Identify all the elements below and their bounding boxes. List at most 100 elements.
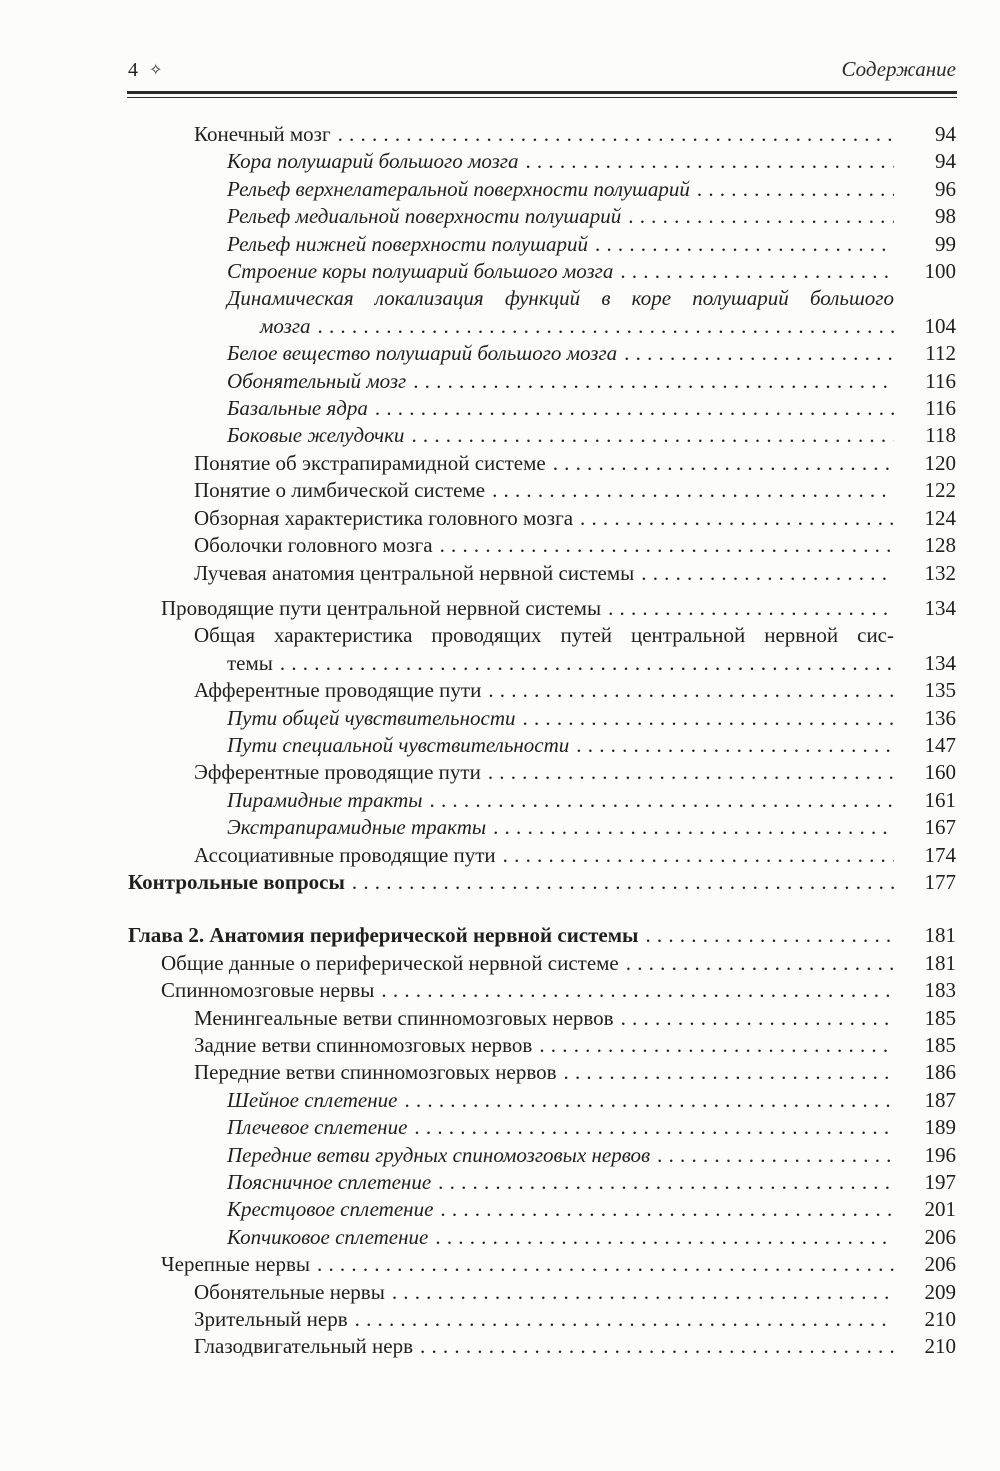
dot-leader [411, 422, 894, 449]
dot-leader [392, 1279, 894, 1306]
toc-entry-page: 196 [924, 1142, 957, 1167]
toc-entry: Рельеф медиальной поверхности полушарий 9… [128, 203, 956, 230]
dot-leader [404, 1087, 894, 1114]
toc-entry-page: 135 [924, 678, 957, 703]
toc-entry-page: 177 [924, 869, 957, 894]
running-head-left: 4 ✧ [128, 57, 162, 84]
toc-entry: Поясничное сплетение 197 [128, 1169, 956, 1196]
toc-entry-page: 167 [924, 815, 957, 840]
dot-leader [438, 1169, 894, 1196]
toc-entry: Копчиковое сплетение 206 [128, 1224, 956, 1251]
toc-entry: Менингеальные ветви спинномозговых нерво… [128, 1005, 956, 1032]
toc-entry: Обонятельный мозг 116 [128, 368, 956, 395]
dot-leader [621, 1005, 894, 1032]
toc-entry-title: Проводящие пути центральной нервной сист… [161, 595, 602, 620]
toc-entry-title: Понятие об экстрапирамидной системе [194, 450, 546, 475]
dot-leader [697, 176, 894, 203]
dot-leader [620, 258, 894, 285]
dot-leader [580, 505, 894, 532]
dot-leader [430, 787, 894, 814]
toc-entry-page: 104 [924, 313, 957, 338]
toc-entry-page: 209 [924, 1279, 957, 1304]
toc-entry: Рельеф нижней поверхности полушарий 99 [128, 231, 956, 258]
toc-entry-page: 100 [924, 259, 957, 284]
toc-entry-title: темы [227, 650, 273, 675]
toc-entry-title: Базальные ядра [227, 396, 368, 421]
dot-leader [317, 1251, 894, 1278]
toc-entry-page: 134 [924, 650, 957, 675]
toc-entry-title: Плечевое сплетение [227, 1115, 408, 1140]
toc-entry-line1: Общая характеристика проводящих путей це… [194, 623, 894, 648]
dot-leader [595, 231, 894, 258]
toc-entry-page: 197 [924, 1170, 957, 1195]
dot-leader [624, 340, 894, 367]
toc-entry-title: мозга [260, 313, 311, 338]
dot-leader [626, 950, 894, 977]
toc-entry-title: Понятие о лимбической системе [194, 478, 486, 503]
toc-entry: Черепные нервы 206 [128, 1251, 956, 1278]
dot-leader [503, 842, 894, 869]
toc-entry-page: 186 [924, 1060, 957, 1085]
toc-entry-page: 189 [924, 1115, 957, 1140]
toc-entry-page: 174 [924, 842, 957, 867]
dot-leader [493, 814, 894, 841]
toc-entry: Понятие о лимбической системе 122 [128, 477, 956, 504]
dot-leader [338, 121, 894, 148]
toc-entry-page: 118 [925, 423, 956, 448]
toc-entry-title: Передние ветви грудных спиномозговых нер… [227, 1142, 651, 1167]
dot-leader [420, 1333, 894, 1360]
toc-entry-title: Спинномозговые нервы [161, 978, 375, 1003]
toc-entry-page: 122 [924, 478, 957, 503]
toc-entry: Обзорная характеристика головного мозга 1… [128, 505, 956, 532]
toc-entry-page: 185 [924, 1033, 957, 1057]
toc-entry-title: Пути общей чувствительности [227, 705, 516, 730]
toc-entry-title: Эфферентные проводящие пути [194, 760, 481, 785]
toc-entry-title: Задние ветви спинномозговых нервов [194, 1033, 533, 1057]
dot-leader [355, 1306, 894, 1333]
toc-entry: Шейное сплетение 187 [128, 1087, 956, 1114]
toc-entry: Передние ветви грудных спиномозговых нер… [128, 1142, 956, 1169]
toc-entry-page: 201 [924, 1197, 957, 1222]
toc-entry: Контрольные вопросы 177 [128, 869, 956, 896]
toc-entry-title: Менингеальные ветви спинномозговых нерво… [194, 1005, 614, 1030]
toc-entry-title: Экстрапирамидные тракты [227, 815, 487, 840]
toc-entry-page: 187 [924, 1087, 957, 1112]
dot-leader [440, 532, 894, 559]
toc-entry: Конечный мозг 94 [128, 121, 956, 148]
toc-entry-title: Боковые желудочки [227, 423, 405, 448]
dot-leader [435, 1224, 894, 1251]
dot-leader [564, 1059, 894, 1086]
toc-entry-page: 124 [924, 505, 957, 530]
toc-entry: Зрительный нерв 210 [128, 1306, 956, 1333]
toc-entry-title: Оболочки головного мозга [194, 533, 433, 558]
dot-leader [488, 759, 894, 786]
toc-entry: Передние ветви спинномозговых нервов 186 [128, 1059, 956, 1086]
dot-leader [576, 732, 894, 759]
dot-leader [492, 477, 894, 504]
toc-entry: Рельеф верхнелатеральной поверхности пол… [128, 176, 956, 203]
dot-leader [539, 1032, 894, 1059]
toc-entry-page: 94 [935, 122, 956, 146]
toc-entry-page: 210 [924, 1307, 957, 1332]
toc-entry-title: Глазодвигательный нерв [194, 1334, 414, 1359]
dot-leader [352, 869, 894, 896]
toc-entry-page: 161 [924, 787, 957, 812]
toc-entry-page: 136 [924, 705, 957, 730]
dot-leader [641, 560, 894, 587]
toc-entry-title: Крестцовое сплетение [227, 1197, 434, 1222]
toc-entry: Пути общей чувствительности 136 [128, 705, 956, 732]
toc-entry-title: Шейное сплетение [227, 1087, 398, 1112]
toc-entry-page: 112 [925, 341, 956, 366]
page-number: 4 [128, 59, 138, 81]
dot-leader [628, 203, 894, 230]
toc-entry: Кора полушарий большого мозга 94 [128, 148, 956, 175]
toc-entry-title: Глава 2. Анатомия периферической нервной… [128, 923, 639, 948]
dot-leader [553, 450, 894, 477]
toc-entry: Пути специальной чувствительности 147 [128, 732, 956, 759]
toc-entry-page: 96 [935, 176, 956, 201]
toc-entry-page: 120 [924, 450, 957, 475]
toc-entry-title: Общие данные о периферической нервной си… [161, 950, 619, 975]
toc-entry-page: 210 [924, 1334, 957, 1359]
toc-entry-page: 98 [935, 204, 956, 229]
